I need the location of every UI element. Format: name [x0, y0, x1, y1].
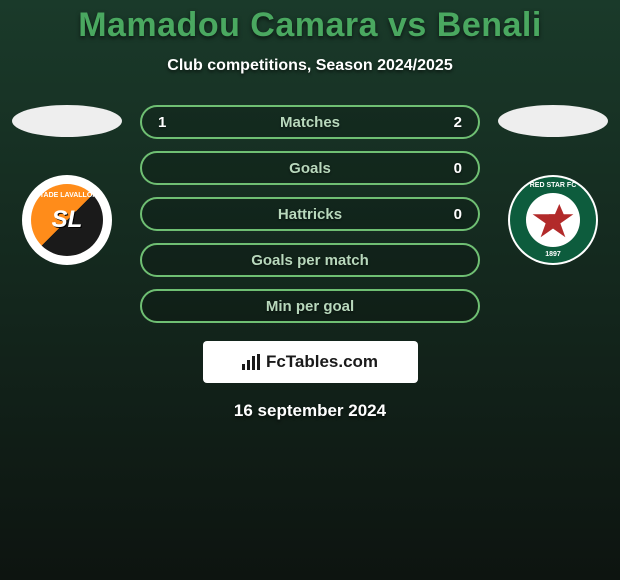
site-logo-label: FcTables.com	[266, 352, 378, 372]
stat-label: Goals per match	[178, 252, 442, 269]
stat-row-goals: Goals 0	[140, 151, 480, 185]
left-club-name-text: STADE LAVALLOIS	[31, 192, 103, 200]
right-club-inner-circle	[526, 193, 580, 247]
left-player-avatar	[12, 105, 122, 137]
stat-right-value: 0	[442, 206, 462, 223]
left-club-badge-inner: STADE LAVALLOIS SL	[31, 184, 103, 256]
star-icon	[533, 203, 574, 237]
stat-row-hattricks: Hattricks 0	[140, 197, 480, 231]
stat-right-value: 0	[442, 160, 462, 177]
right-player-avatar	[498, 105, 608, 137]
bars-icon	[242, 354, 260, 370]
stat-left-value: 1	[158, 114, 178, 131]
site-logo-text: FcTables.com	[242, 352, 378, 372]
date-label: 16 september 2024	[0, 401, 620, 421]
subtitle: Club competitions, Season 2024/2025	[0, 57, 620, 75]
site-logo: FcTables.com	[203, 341, 418, 383]
right-player-column: RED STAR FC 1897	[498, 105, 608, 265]
stat-row-matches: 1 Matches 2	[140, 105, 480, 139]
right-club-badge-inner: RED STAR FC 1897	[510, 177, 596, 263]
left-player-column: STADE LAVALLOIS SL	[12, 105, 122, 265]
stat-label: Min per goal	[178, 298, 442, 315]
stat-label: Goals	[178, 160, 442, 177]
right-club-year-text: 1897	[510, 251, 596, 258]
left-club-badge: STADE LAVALLOIS SL	[22, 175, 112, 265]
stats-list: 1 Matches 2 Goals 0 Hattricks 0 Goals pe…	[140, 105, 480, 323]
right-club-badge: RED STAR FC 1897	[508, 175, 598, 265]
stat-label: Hattricks	[178, 206, 442, 223]
stat-row-goals-per-match: Goals per match	[140, 243, 480, 277]
comparison-content: STADE LAVALLOIS SL 1 Matches 2 Goals 0 H…	[0, 105, 620, 323]
stat-row-min-per-goal: Min per goal	[140, 289, 480, 323]
page-title: Mamadou Camara vs Benali	[0, 0, 620, 45]
stat-right-value: 2	[442, 114, 462, 131]
left-club-short: SL	[52, 206, 83, 234]
stat-label: Matches	[178, 114, 442, 131]
right-club-name-text: RED STAR FC	[510, 182, 596, 189]
